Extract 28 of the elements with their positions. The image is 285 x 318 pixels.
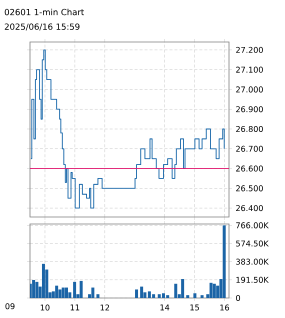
bar <box>135 289 138 298</box>
bar <box>162 293 165 298</box>
bar <box>152 294 156 298</box>
bar <box>55 286 58 298</box>
bar <box>148 291 151 298</box>
bar <box>174 284 178 298</box>
bar <box>35 282 38 298</box>
bar <box>62 288 65 298</box>
bar <box>80 280 83 298</box>
bar <box>186 295 190 298</box>
bar <box>96 294 100 298</box>
bar <box>210 282 213 298</box>
bar <box>42 264 45 298</box>
chart-subtitle: 2025/06/16 15:59 <box>4 23 80 31</box>
bar <box>58 289 62 298</box>
bar <box>140 286 144 298</box>
bar <box>158 294 161 298</box>
chart-title: 02601 1-min Chart <box>4 8 84 16</box>
bar <box>65 288 68 298</box>
bar <box>193 293 196 298</box>
bar <box>30 284 32 298</box>
bar <box>212 284 216 298</box>
bar <box>181 279 184 298</box>
bar <box>91 288 94 298</box>
bar <box>200 295 204 298</box>
bar <box>32 280 36 298</box>
bar <box>166 295 170 298</box>
bar <box>222 225 226 298</box>
